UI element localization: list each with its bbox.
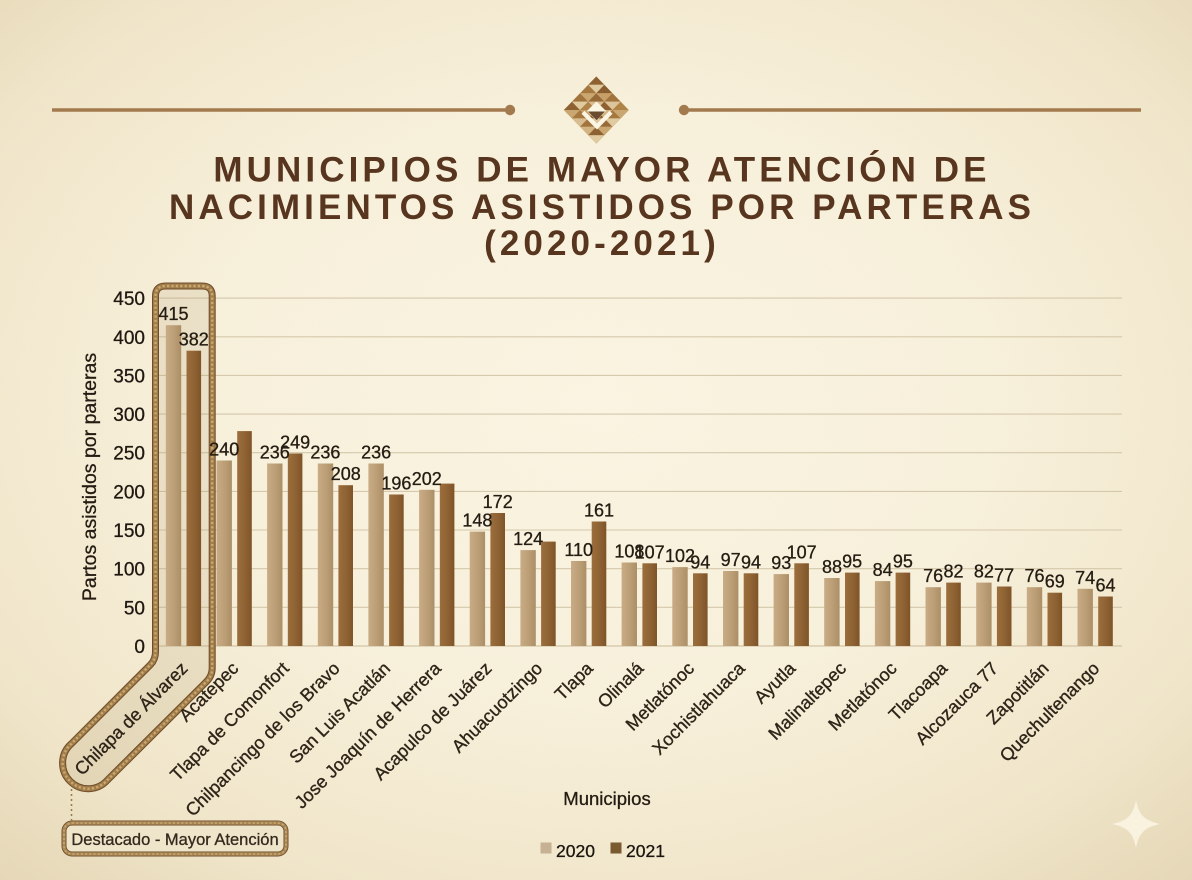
svg-text:107: 107 xyxy=(635,542,665,562)
svg-text:202: 202 xyxy=(412,469,442,489)
svg-text:84: 84 xyxy=(873,560,893,580)
svg-text:Destacado - Mayor Atención: Destacado - Mayor Atención xyxy=(71,831,278,849)
svg-text:102: 102 xyxy=(665,546,695,566)
svg-text:450: 450 xyxy=(113,289,145,310)
svg-text:93: 93 xyxy=(771,553,791,573)
svg-text:76: 76 xyxy=(923,566,943,586)
svg-text:88: 88 xyxy=(822,557,842,577)
svg-text:350: 350 xyxy=(113,366,145,387)
svg-text:110: 110 xyxy=(564,540,593,560)
svg-text:82: 82 xyxy=(943,562,963,582)
svg-text:(2020-2021): (2020-2021) xyxy=(484,224,720,263)
svg-text:2021: 2021 xyxy=(626,841,665,861)
svg-text:94: 94 xyxy=(741,552,761,572)
svg-text:94: 94 xyxy=(690,552,710,572)
svg-text:MUNICIPIOS DE MAYOR ATENCIÓN D: MUNICIPIOS DE MAYOR ATENCIÓN DE xyxy=(213,150,990,190)
svg-text:64: 64 xyxy=(1095,576,1115,596)
svg-text:236: 236 xyxy=(361,443,391,463)
svg-text:108: 108 xyxy=(614,542,644,562)
svg-text:95: 95 xyxy=(893,552,913,572)
svg-text:95: 95 xyxy=(842,552,862,572)
svg-text:76: 76 xyxy=(1024,566,1044,586)
svg-text:124: 124 xyxy=(513,529,543,549)
svg-text:300: 300 xyxy=(113,405,145,426)
svg-text:107: 107 xyxy=(787,542,817,562)
svg-text:97: 97 xyxy=(721,550,741,570)
svg-text:148: 148 xyxy=(462,511,492,531)
svg-text:150: 150 xyxy=(113,521,145,542)
svg-text:400: 400 xyxy=(113,328,145,349)
svg-text:Municipios: Municipios xyxy=(563,788,650,809)
svg-text:50: 50 xyxy=(124,598,145,619)
svg-text:100: 100 xyxy=(113,560,145,581)
svg-text:NACIMIENTOS ASISTIDOS POR PART: NACIMIENTOS ASISTIDOS POR PARTERAS xyxy=(169,188,1035,227)
svg-text:240: 240 xyxy=(209,440,239,460)
svg-text:Partos asistidos por parteras: Partos asistidos por parteras xyxy=(79,353,101,601)
svg-text:236: 236 xyxy=(310,443,340,463)
svg-text:200: 200 xyxy=(113,482,145,503)
svg-text:415: 415 xyxy=(158,304,188,324)
svg-text:69: 69 xyxy=(1045,572,1065,592)
svg-text:172: 172 xyxy=(483,492,513,512)
svg-text:161: 161 xyxy=(584,501,614,521)
svg-text:249: 249 xyxy=(280,433,310,453)
svg-text:82: 82 xyxy=(974,562,994,582)
svg-text:250: 250 xyxy=(113,444,145,465)
svg-text:196: 196 xyxy=(381,474,411,494)
svg-text:2020: 2020 xyxy=(556,841,595,861)
svg-text:74: 74 xyxy=(1075,568,1095,588)
svg-text:208: 208 xyxy=(331,464,361,484)
svg-text:0: 0 xyxy=(134,637,145,658)
svg-text:236: 236 xyxy=(260,443,290,463)
svg-text:77: 77 xyxy=(994,566,1014,586)
svg-text:382: 382 xyxy=(179,330,209,350)
